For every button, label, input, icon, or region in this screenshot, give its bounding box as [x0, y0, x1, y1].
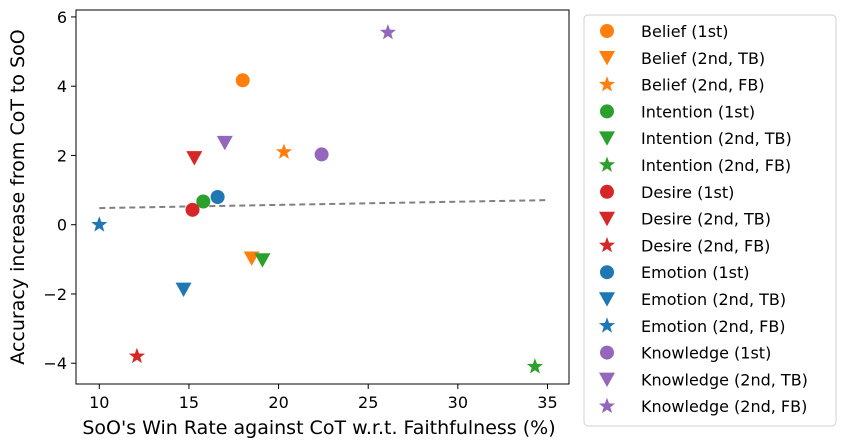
legend-label: Intention (2nd, FB) — [641, 156, 791, 175]
legend-item: Knowledge (1st) — [600, 344, 771, 363]
legend-label: Emotion (1st) — [641, 263, 750, 282]
legend-item: Desire (2nd, TB) — [599, 210, 771, 229]
legend-item: Knowledge (2nd, FB) — [598, 397, 807, 416]
data-point — [210, 190, 225, 204]
data-point — [185, 202, 200, 217]
y-tick-label: 2 — [57, 146, 67, 165]
legend-marker — [600, 184, 614, 199]
legend-marker — [600, 265, 614, 280]
legend-label: Emotion (2nd, FB) — [641, 317, 786, 336]
x-tick-label: 30 — [448, 393, 468, 412]
legend-label: Belief (2nd, TB) — [641, 49, 765, 68]
legend-label: Intention (1st) — [641, 102, 755, 121]
legend-label: Belief (2nd, FB) — [641, 76, 765, 95]
plot-frame — [75, 9, 570, 385]
legend-marker — [600, 104, 614, 119]
data-point — [91, 216, 108, 232]
legend-marker — [599, 292, 615, 307]
y-axis-ticks: −4 −2 0 2 4 6 — [43, 8, 76, 373]
legend-marker — [600, 345, 614, 360]
x-tick-label: 35 — [537, 393, 557, 412]
legend-item: Emotion (1st) — [600, 263, 750, 282]
legend-item: Knowledge (2nd, TB) — [599, 370, 808, 389]
legend-item: Intention (2nd, TB) — [599, 129, 792, 148]
legend-label: Knowledge (1st) — [641, 344, 771, 363]
legend-item: Emotion (2nd, FB) — [598, 317, 786, 336]
x-axis-label: SoO's Win Rate against CoT w.r.t. Faithf… — [82, 417, 555, 439]
legend-label: Desire (2nd, TB) — [641, 210, 771, 229]
data-point — [216, 135, 233, 151]
legend-item: Intention (2nd, FB) — [598, 156, 791, 175]
y-tick-label: −4 — [43, 354, 67, 373]
legend: Belief (1st) Belief (2nd, TB) Belief (2nd,… — [598, 22, 808, 416]
data-point — [275, 143, 293, 159]
legend-marker — [599, 131, 615, 146]
data-point — [314, 147, 329, 162]
y-tick-label: 0 — [57, 216, 67, 235]
data-point — [254, 253, 271, 268]
legend-item: Belief (2nd, FB) — [598, 76, 765, 95]
legend-marker — [599, 211, 615, 227]
legend-label: Desire (2nd, FB) — [641, 236, 770, 255]
legend-label: Intention (2nd, TB) — [641, 129, 792, 148]
legend-item: Belief (2nd, TB) — [599, 49, 765, 68]
legend-item: Desire (2nd, FB) — [598, 236, 770, 255]
legend-item: Intention (1st) — [600, 102, 755, 121]
legend-label: Desire (1st) — [641, 183, 734, 202]
x-tick-label: 15 — [179, 393, 199, 412]
y-tick-label: 4 — [57, 77, 67, 96]
legend-marker — [598, 156, 616, 172]
legend-marker — [599, 51, 615, 66]
legend-marker — [598, 397, 616, 414]
data-points — [91, 24, 544, 374]
legend-marker — [598, 236, 616, 253]
legend-item: Desire (1st) — [600, 183, 734, 202]
legend-label: Knowledge (2nd, FB) — [641, 397, 807, 416]
legend-item: Belief (1st) — [600, 22, 729, 41]
data-point — [175, 282, 192, 298]
legend-box — [583, 14, 837, 427]
y-tick-label: 6 — [57, 8, 67, 27]
data-point — [526, 358, 544, 374]
data-point — [196, 194, 211, 209]
data-point — [128, 347, 146, 364]
legend-marker — [598, 317, 616, 333]
legend-marker — [598, 76, 616, 92]
x-tick-label: 20 — [268, 393, 288, 412]
data-point — [186, 151, 203, 166]
legend-label: Belief (1st) — [641, 22, 729, 41]
x-tick-label: 25 — [358, 393, 378, 412]
data-point — [235, 73, 250, 88]
y-tick-label: −2 — [43, 285, 67, 304]
x-axis-ticks: 10 15 20 25 30 35 — [89, 384, 558, 412]
legend-marker — [600, 24, 614, 38]
legend-label: Knowledge (2nd, TB) — [641, 370, 808, 389]
data-point — [379, 24, 397, 40]
trend-line — [99, 199, 548, 210]
y-axis-label: Accuracy increase from CoT to SoO — [7, 29, 29, 364]
legend-label: Emotion (2nd, TB) — [641, 290, 786, 309]
x-tick-label: 10 — [89, 393, 109, 412]
legend-item: Emotion (2nd, TB) — [599, 290, 786, 309]
legend-marker — [599, 372, 615, 387]
